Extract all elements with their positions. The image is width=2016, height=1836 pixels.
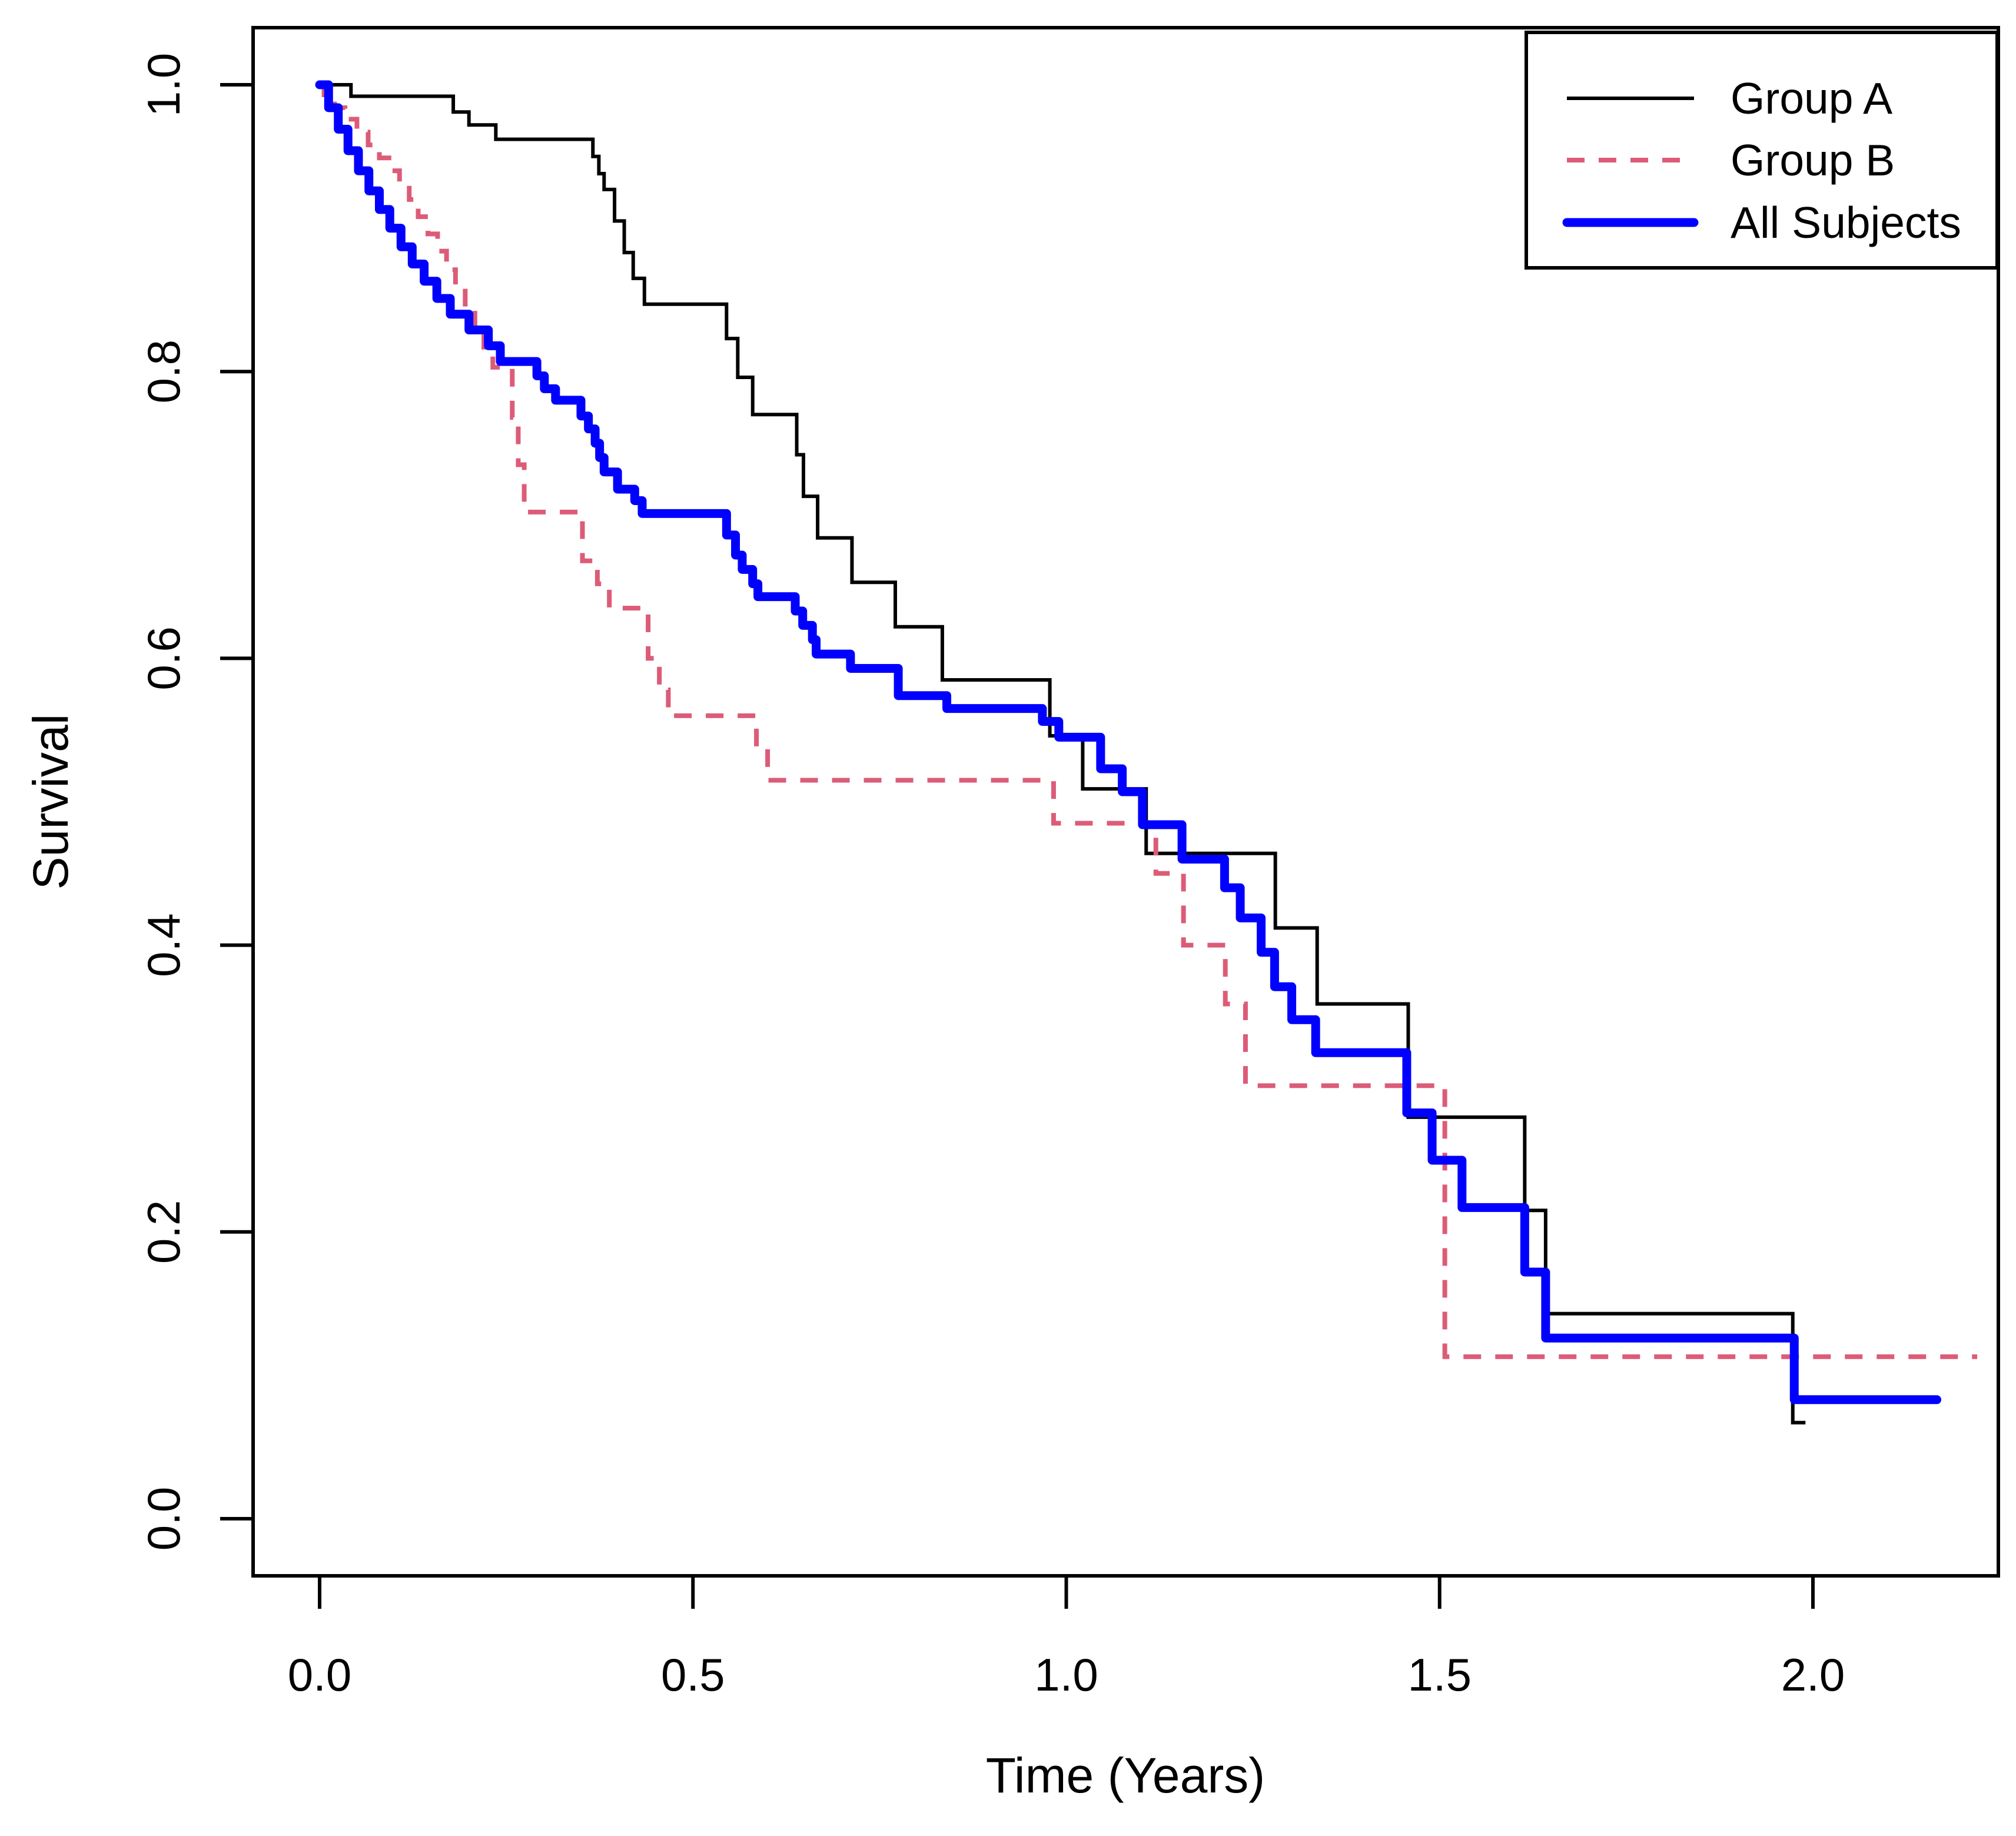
legend: Group A Group B All Subjects	[1525, 31, 1999, 270]
curve-group-a	[320, 83, 1806, 1425]
curve-group-b	[320, 82, 1978, 1359]
legend-label-group-b: Group B	[1731, 135, 1895, 185]
plot-border	[251, 26, 2000, 1578]
x-tick-label: 2.0	[1781, 1649, 1845, 1701]
y-tick-label: 0.0	[138, 1487, 190, 1551]
y-tick-label: 0.6	[138, 626, 190, 690]
y-tick-label: 0.2	[138, 1200, 190, 1264]
y-tick-label: 1.0	[138, 53, 190, 117]
y-tick-label: 0.8	[138, 340, 190, 403]
y-axis: 0.0 0.2 0.4 0.6 0.8 1.0	[138, 53, 253, 1551]
x-tick-label: 1.5	[1408, 1649, 1472, 1701]
x-tick-label: 0.5	[661, 1649, 725, 1701]
y-axis-title: Survival	[23, 714, 78, 890]
x-tick-label: 0.0	[288, 1649, 351, 1701]
x-axis: 0.0 0.5 1.0 1.5 2.0	[288, 1576, 1845, 1701]
legend-box	[1525, 31, 1999, 270]
legend-label-group-a: Group A	[1731, 74, 1892, 123]
x-axis-title: Time (Years)	[986, 1748, 1266, 1803]
x-tick-label: 1.0	[1034, 1649, 1098, 1701]
survival-curves	[315, 80, 1978, 1425]
legend-label-all-subjects: All Subjects	[1731, 198, 1961, 247]
y-tick-label: 0.4	[138, 913, 190, 977]
curve-all-subjects	[315, 80, 1942, 1405]
